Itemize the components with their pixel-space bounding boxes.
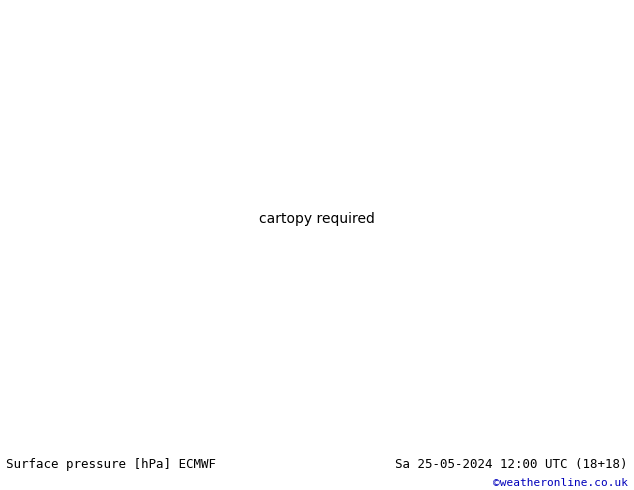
Text: ©weatheronline.co.uk: ©weatheronline.co.uk xyxy=(493,478,628,488)
Text: Surface pressure [hPa] ECMWF: Surface pressure [hPa] ECMWF xyxy=(6,458,216,471)
Text: cartopy required: cartopy required xyxy=(259,212,375,226)
Text: Sa 25-05-2024 12:00 UTC (18+18): Sa 25-05-2024 12:00 UTC (18+18) xyxy=(395,458,628,471)
